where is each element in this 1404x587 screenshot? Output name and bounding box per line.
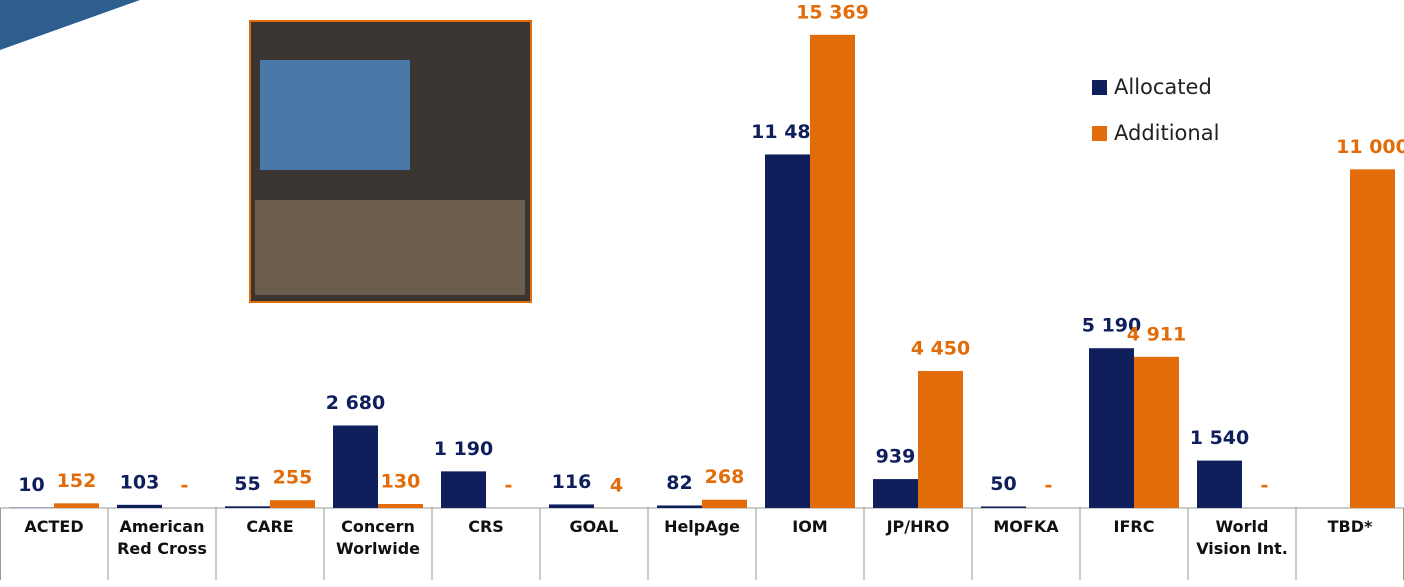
page: 10152103-552552 6801301 190-11648226811 … [0,0,1404,587]
x-tick-label: American Red Cross [112,516,212,560]
data-label: - [1045,475,1053,497]
bar [333,425,378,508]
data-label: 2 680 [326,392,386,414]
data-label: 50 [990,473,1016,495]
bar [549,504,594,508]
bar [981,506,1026,508]
data-label: - [505,475,513,497]
bar [702,500,747,508]
photo-vehicle [260,60,410,170]
x-tick-label: TBD* [1300,516,1400,538]
bar [54,503,99,508]
data-label: 10 [18,474,44,496]
data-label: 4 911 [1127,323,1187,345]
bar [657,505,702,508]
x-tick-label: World Vision Int. [1192,516,1292,560]
bar [270,500,315,508]
x-tick-label: IFRC [1084,516,1184,538]
bar [1089,348,1134,508]
data-label: - [1261,475,1269,497]
chart: 10152103-552552 6801301 190-11648226811 … [0,0,1404,587]
bar [765,154,810,508]
data-label: - [181,475,189,497]
x-tick-label: CARE [220,516,320,538]
photo-ground [255,200,525,295]
legend-label: Additional [1114,121,1219,145]
x-tick-label: MOFKA [976,516,1076,538]
data-label: 4 450 [911,337,971,359]
corner-decoration [0,0,140,50]
bar [117,505,162,508]
x-tick-label: HelpAge [652,516,752,538]
data-label: 103 [120,471,160,493]
bar [1134,357,1179,508]
data-label: 130 [381,470,421,492]
data-label: 1 190 [434,438,494,460]
data-label: 268 [705,466,745,488]
data-label: 255 [273,467,313,489]
data-label: 939 [876,446,916,468]
bar [918,371,963,508]
bar [225,506,270,508]
data-label: 82 [666,472,692,494]
x-tick-label: JP/HRO [868,516,968,538]
legend-label: Allocated [1114,75,1212,99]
bar [873,479,918,508]
bar [1197,461,1242,508]
x-tick-label: Concern Worlwide [328,516,428,560]
data-label: 55 [234,473,260,495]
x-tick-label: IOM [760,516,860,538]
x-tick-label: GOAL [544,516,644,538]
data-label: 4 [610,474,623,496]
x-tick-label: ACTED [4,516,104,538]
legend-swatch [1092,126,1107,141]
data-label: 11 000 [1336,136,1404,158]
x-tick-label: CRS [436,516,536,538]
bar [810,35,855,508]
bar [378,504,423,508]
legend-swatch [1092,80,1107,95]
bar [441,471,486,508]
data-label: 15 369 [796,1,869,23]
data-label: 1 540 [1190,427,1250,449]
data-label: 116 [552,471,592,493]
bar [1350,169,1395,508]
data-label: 152 [57,470,97,492]
